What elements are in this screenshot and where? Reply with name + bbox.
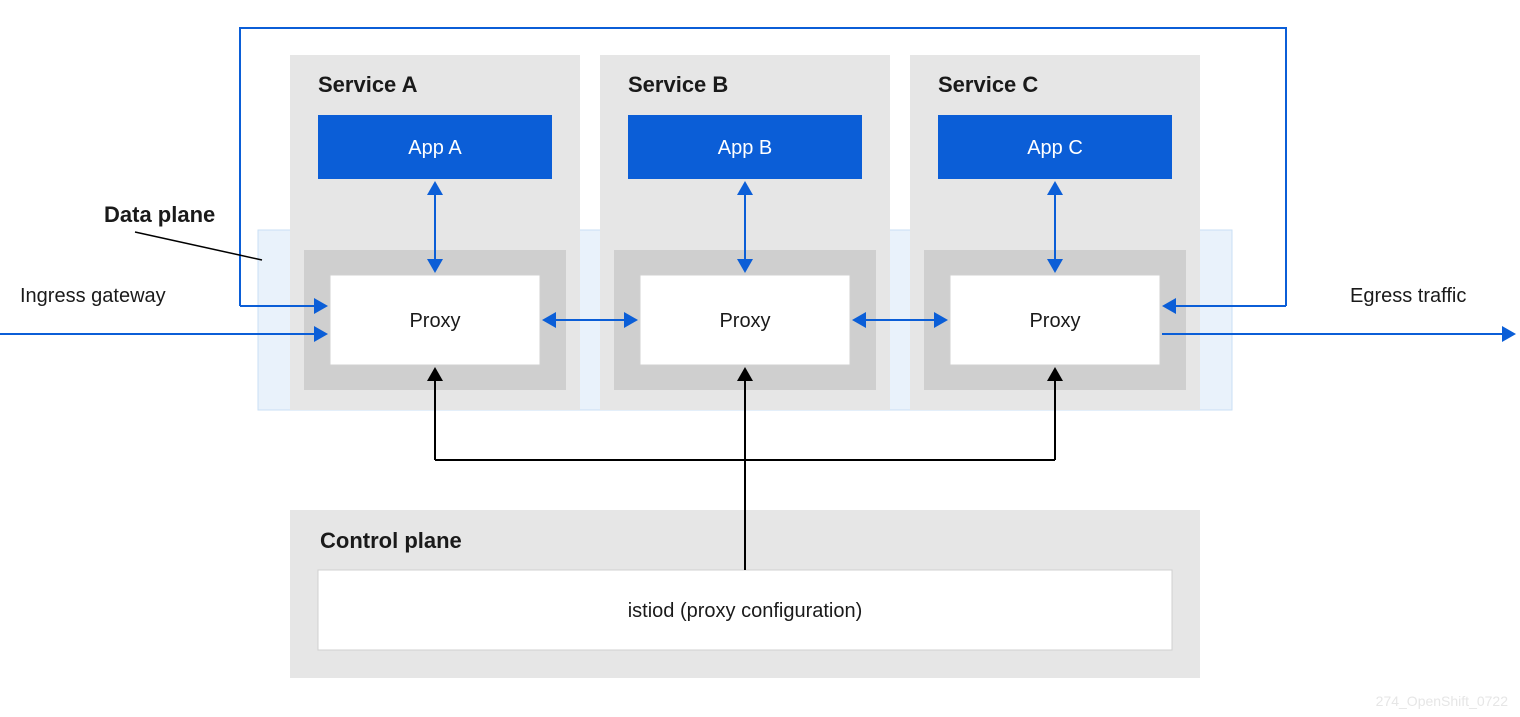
- proxy-label-A: Proxy: [409, 310, 460, 332]
- diagram-canvas: Service A App A Proxy Service B App B Proxy Se…: [0, 0, 1520, 717]
- proxy-label-B: Proxy: [719, 310, 770, 332]
- control-plane-title: Control plane: [320, 528, 462, 553]
- app-label-B: App B: [718, 137, 772, 159]
- service-title-B: Service B: [628, 72, 728, 97]
- app-label-C: App C: [1027, 137, 1083, 159]
- app-label-A: App A: [408, 137, 462, 159]
- egress-label: Egress traffic: [1350, 285, 1466, 307]
- istiod-label: istiod (proxy configuration): [628, 600, 863, 622]
- service-title-A: Service A: [318, 72, 418, 97]
- ingress-label: Ingress gateway: [20, 285, 166, 307]
- data-plane-label: Data plane: [104, 202, 215, 227]
- proxy-label-C: Proxy: [1029, 310, 1080, 332]
- watermark: 274_OpenShift_0722: [1376, 693, 1509, 709]
- service-title-C: Service C: [938, 72, 1038, 97]
